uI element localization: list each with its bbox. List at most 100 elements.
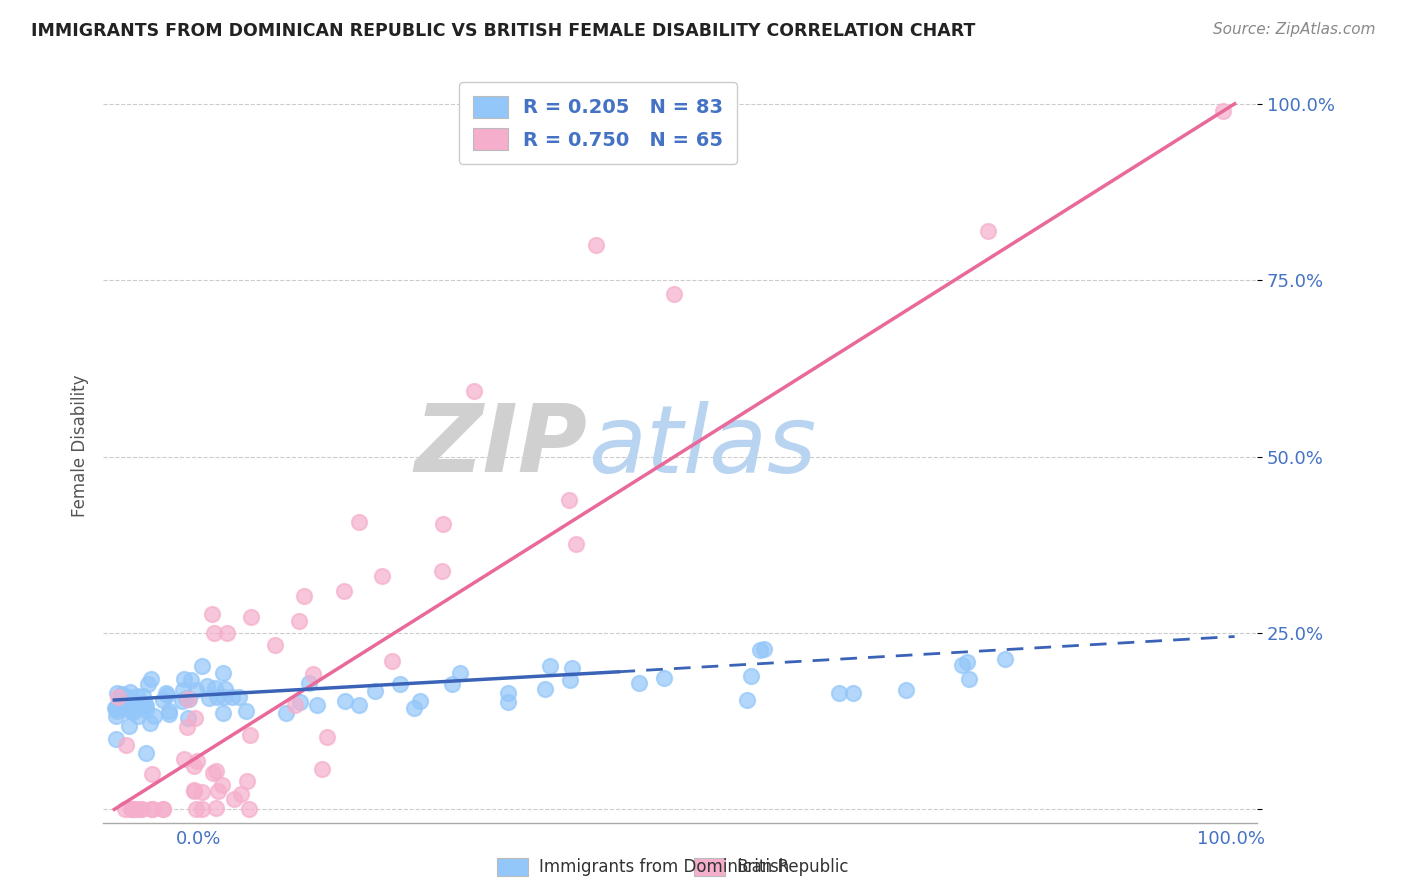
- Point: [142, 802, 165, 816]
- Point: [740, 669, 762, 683]
- Point: [191, 784, 214, 798]
- Point: [347, 698, 370, 712]
- Point: [558, 493, 581, 508]
- Point: [238, 802, 260, 816]
- Point: [449, 666, 471, 681]
- Point: [228, 690, 250, 705]
- Point: [114, 802, 136, 816]
- Point: [191, 802, 214, 816]
- Point: [229, 788, 252, 802]
- Point: [441, 677, 464, 691]
- Point: [628, 676, 651, 690]
- Point: [107, 690, 129, 705]
- Point: [316, 730, 339, 744]
- Point: [560, 673, 582, 688]
- Point: [409, 694, 432, 708]
- Point: [957, 672, 980, 686]
- Point: [183, 711, 205, 725]
- Point: [221, 690, 243, 705]
- Point: [184, 802, 207, 816]
- Point: [828, 686, 851, 700]
- Point: [156, 689, 179, 703]
- Point: [302, 667, 325, 681]
- Point: [402, 700, 425, 714]
- Point: [115, 738, 138, 752]
- Point: [131, 696, 153, 710]
- Point: [118, 704, 141, 718]
- Point: [205, 764, 228, 778]
- Point: [157, 704, 180, 718]
- Point: [565, 537, 588, 551]
- Point: [122, 802, 145, 816]
- Point: [224, 792, 246, 806]
- Point: [211, 706, 233, 720]
- Point: [333, 584, 356, 599]
- Point: [198, 690, 221, 705]
- Text: 0.0%: 0.0%: [176, 830, 221, 847]
- Point: [364, 683, 387, 698]
- Point: [381, 654, 404, 668]
- Point: [125, 802, 148, 816]
- Point: [311, 762, 333, 776]
- Point: [288, 614, 311, 628]
- Point: [135, 703, 157, 717]
- Point: [307, 698, 329, 713]
- Point: [152, 802, 174, 816]
- Point: [139, 672, 162, 686]
- Point: [214, 682, 236, 697]
- Point: [104, 701, 127, 715]
- Point: [152, 693, 174, 707]
- Point: [284, 698, 307, 712]
- Point: [179, 692, 201, 706]
- Point: [956, 655, 979, 669]
- Text: IMMIGRANTS FROM DOMINICAN REPUBLIC VS BRITISH FEMALE DISABILITY CORRELATION CHAR: IMMIGRANTS FROM DOMINICAN REPUBLIC VS BR…: [31, 22, 976, 40]
- Point: [538, 659, 561, 673]
- Point: [111, 699, 134, 714]
- Point: [152, 802, 174, 816]
- Point: [239, 728, 262, 742]
- Point: [127, 690, 149, 704]
- Y-axis label: Female Disability: Female Disability: [72, 375, 89, 517]
- Point: [121, 802, 143, 816]
- Point: [585, 238, 607, 252]
- Point: [138, 716, 160, 731]
- Point: [212, 665, 235, 680]
- Point: [298, 675, 321, 690]
- Point: [347, 516, 370, 530]
- Point: [994, 652, 1017, 666]
- Point: [463, 384, 485, 398]
- Point: [142, 709, 165, 723]
- Point: [205, 690, 228, 704]
- Point: [120, 802, 142, 816]
- Point: [176, 720, 198, 734]
- Point: [177, 710, 200, 724]
- Point: [129, 802, 152, 816]
- Point: [111, 687, 134, 701]
- Point: [496, 686, 519, 700]
- Point: [183, 759, 205, 773]
- Point: [120, 701, 142, 715]
- Point: [333, 694, 356, 708]
- Point: [239, 610, 262, 624]
- Point: [235, 704, 257, 718]
- Point: [201, 607, 224, 622]
- Point: [263, 638, 285, 652]
- Text: ZIP: ZIP: [415, 400, 588, 492]
- Point: [118, 685, 141, 699]
- Point: [127, 709, 149, 723]
- Point: [977, 224, 1000, 238]
- Point: [134, 697, 156, 711]
- Point: [288, 695, 311, 709]
- Point: [496, 695, 519, 709]
- Point: [202, 626, 225, 640]
- Point: [894, 683, 917, 698]
- Point: [135, 699, 157, 714]
- Point: [122, 705, 145, 719]
- Point: [155, 686, 177, 700]
- Point: [174, 690, 197, 705]
- Point: [430, 565, 453, 579]
- Point: [664, 287, 686, 301]
- Point: [105, 686, 128, 700]
- Point: [950, 657, 973, 672]
- Point: [104, 731, 127, 746]
